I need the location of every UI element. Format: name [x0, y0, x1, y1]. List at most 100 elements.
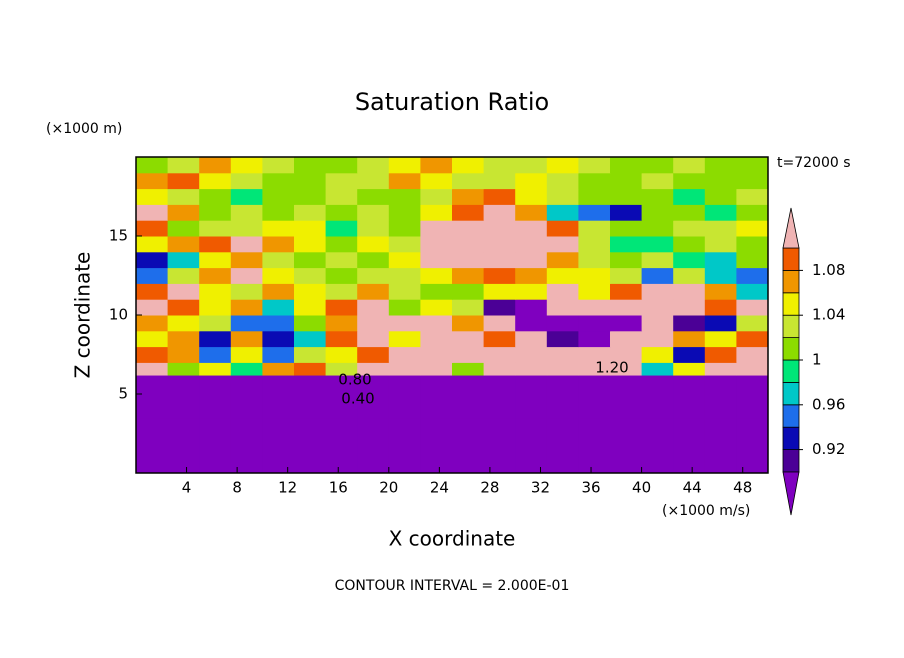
field-cell — [325, 299, 358, 316]
field-cell — [262, 188, 295, 205]
field-cell — [483, 283, 516, 300]
field-cell — [294, 251, 327, 269]
field-cell — [736, 394, 769, 419]
contour-label: 0.40 — [341, 390, 374, 408]
field-cell — [515, 220, 548, 237]
colorbar-band — [782, 381, 800, 406]
field-cell — [546, 375, 579, 395]
field-cell — [452, 188, 485, 205]
field-cell — [167, 251, 200, 269]
field-cell — [357, 362, 390, 376]
colorbar-over — [782, 207, 800, 249]
field-cell — [546, 172, 579, 190]
field-cell — [230, 346, 263, 363]
field-cell — [610, 267, 643, 284]
field-cell — [515, 204, 548, 221]
field-cell — [388, 236, 421, 253]
field-cell — [262, 330, 295, 348]
field-cell — [136, 172, 169, 190]
x-tick-label: 24 — [430, 479, 449, 497]
field-cell — [610, 188, 643, 205]
field-cell — [325, 375, 358, 395]
field-cell — [262, 220, 295, 237]
field-cell — [515, 188, 548, 205]
field-cell — [388, 375, 421, 395]
field-cell — [325, 283, 358, 300]
colorbar-tick-label: 0.92 — [812, 440, 845, 458]
field-cell — [546, 346, 579, 363]
contour-label: 1.20 — [595, 359, 628, 377]
field-cell — [262, 172, 295, 190]
field-cell — [325, 251, 358, 269]
field-cell — [199, 299, 232, 316]
field-cell — [610, 220, 643, 237]
field-cell — [262, 157, 295, 174]
field-cell — [388, 346, 421, 363]
field-cell — [736, 188, 769, 205]
field-cell — [199, 346, 232, 363]
field-cell — [136, 362, 169, 376]
field-cell — [230, 251, 263, 269]
field-cell — [546, 251, 579, 269]
field-cell — [610, 172, 643, 190]
field-cell — [610, 299, 643, 316]
field-cell — [136, 204, 169, 221]
field-cell — [262, 267, 295, 284]
field-cell — [357, 172, 390, 190]
field-cell — [704, 346, 737, 363]
field-cell — [230, 283, 263, 300]
field-cell — [578, 157, 611, 174]
field-cell — [610, 375, 643, 395]
field-cell — [388, 417, 421, 474]
field-cell — [294, 188, 327, 205]
field-cell — [704, 362, 737, 376]
field-cell — [483, 157, 516, 174]
field-cell — [388, 299, 421, 316]
field-cell — [673, 315, 706, 332]
field-cell — [357, 417, 390, 474]
field-cell — [546, 220, 579, 237]
field-cell — [294, 220, 327, 237]
field-cell — [230, 299, 263, 316]
field-cell — [357, 299, 390, 316]
field-cell — [325, 220, 358, 237]
field-cell — [199, 188, 232, 205]
field-cell — [294, 315, 327, 332]
field-cell — [515, 362, 548, 376]
field-cell — [483, 375, 516, 395]
field-cell — [673, 172, 706, 190]
field-cell — [515, 417, 548, 474]
field-cell — [515, 283, 548, 300]
field-cell — [641, 188, 674, 205]
field-cell — [262, 315, 295, 332]
field-cell — [357, 375, 390, 395]
colorbar-band — [782, 426, 800, 451]
field-cell — [167, 362, 200, 376]
field-cell — [357, 283, 390, 300]
contour-label: 0.80 — [338, 371, 371, 389]
field-cell — [262, 236, 295, 253]
field-cell — [673, 157, 706, 174]
field-cell — [199, 417, 232, 474]
field-cell — [357, 267, 390, 284]
field-cell — [736, 375, 769, 395]
field-cell — [357, 157, 390, 174]
field-cell — [294, 283, 327, 300]
field-cell — [673, 251, 706, 269]
colorbar-band — [782, 292, 800, 316]
field-cell — [515, 236, 548, 253]
field-cell — [641, 157, 674, 174]
field-cell — [420, 172, 453, 190]
field-cell — [704, 299, 737, 316]
field-cell — [673, 346, 706, 363]
field-cell — [736, 204, 769, 221]
field-cell — [610, 251, 643, 269]
field-cell — [357, 315, 390, 332]
field-cell — [578, 236, 611, 253]
field-cell — [452, 236, 485, 253]
field-cell — [610, 330, 643, 348]
field-cell — [388, 362, 421, 376]
field-cell — [578, 299, 611, 316]
field-cell — [546, 283, 579, 300]
